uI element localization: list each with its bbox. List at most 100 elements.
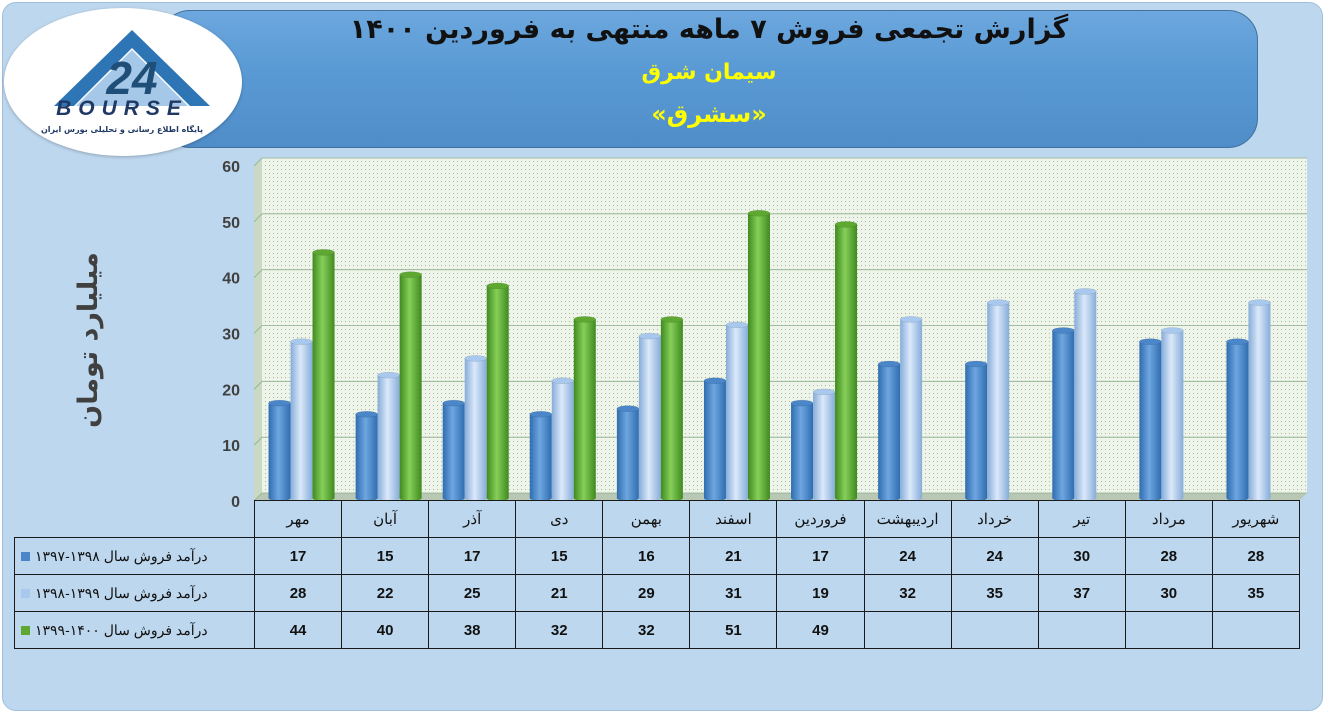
bar-cap [986,299,1010,306]
report-title: گزارش تجمعی فروش ۷ ماهه منتهی به فروردین… [349,14,1069,45]
bar-base [377,495,400,501]
bar-body [442,403,465,498]
bar-cap [464,355,487,362]
table-cell: 17 [253,537,343,575]
table-cell: 16 [602,537,691,575]
table-cell: 28 [1211,537,1300,575]
legend-swatch-series2 [21,588,30,598]
table-cell: 25 [428,574,517,612]
table-cell: 32 [602,611,691,649]
table-corner [15,501,255,538]
logo-tagline: پایگاه اطلاع رسانی و تحلیلی بورس ایران [40,125,204,134]
y-tick-label: 20 [222,382,240,399]
table-cell: 24 [950,537,1039,575]
bars [268,210,1271,501]
bar [790,399,814,501]
y-tick-label: 60 [222,159,240,176]
bar-body [1248,302,1271,498]
table-cell: 21 [689,537,778,575]
bar-base [965,495,988,501]
bar-base [268,495,291,501]
table-cell: 35 [950,574,1039,612]
bar-base [813,495,836,501]
bar-body [813,391,836,498]
bar-cap [1226,338,1249,345]
y-tick-label: 10 [222,438,240,455]
bar [660,316,684,501]
bar-body [987,302,1010,498]
ticker-symbol: «سشرق» [651,100,767,128]
table-row: درآمد فروش سال ۱۳۹۹-۱۳۹۸ 28 22 25 21 29 … [14,574,1300,612]
logo-number: 24 [105,52,157,104]
bar-cap [834,221,858,228]
bar-body [290,341,313,498]
bar [1139,338,1162,501]
data-table: مهر آبان آذر دی بهمن اسفند فروردین اردیب… [14,500,1300,649]
bar [725,321,749,501]
table-cell [950,611,1039,649]
bar-body [660,319,683,498]
bar-cap [1139,338,1162,345]
month-header: مرداد [1124,500,1213,538]
table-cell [863,611,952,649]
legend-swatch-series3 [21,625,30,635]
month-header: اردیبهشت [863,500,952,538]
bar [877,360,901,501]
legend-entry-series3: درآمد فروش سال ۱۴۰۰-۱۳۹۹ [14,611,255,649]
bar [377,371,400,501]
bar [486,282,509,501]
bar [551,377,575,501]
bar-base [638,495,661,501]
series-name: درآمد فروش سال ۱۴۰۰-۱۳۹۹ [35,621,208,638]
bar-cap [747,210,771,217]
table-cell: 28 [1124,537,1213,575]
table-cell [1037,611,1126,649]
bar-cap [812,388,836,396]
bar-body [529,414,552,498]
bar-base [290,495,313,501]
bar-body [703,380,726,498]
table-row: درآمد فروش سال ۱۴۰۰-۱۳۹۹ 44 40 38 32 32 … [14,611,1300,649]
bar-body [312,252,335,498]
bar-base [703,495,726,501]
table-cell: 31 [689,574,778,612]
bar-cap [1074,288,1097,295]
table-cell [1211,611,1300,649]
table-header-row: مهر آبان آذر دی بهمن اسفند فروردین اردیب… [15,500,1300,538]
y-tick-labels: 0 10 20 30 40 50 60 [222,159,240,511]
bar-base [1074,495,1097,501]
bar-cap [377,371,400,379]
grid-line [253,269,1307,278]
grid-line [253,157,1307,167]
table-cell: 38 [428,611,517,649]
bar [268,399,291,501]
logo-wordmark: BOURSE [56,97,188,120]
bar-cap [312,249,335,256]
month-header: آبان [341,500,430,538]
bar-body [965,364,988,498]
bar-body [616,408,639,498]
series-name: درآمد فروش سال ۱۳۹۸-۱۳۹۷ [35,547,208,564]
bar [638,332,662,501]
bar [464,355,487,501]
bar-body [1226,341,1249,498]
table-cell: 40 [341,611,430,649]
table-cell: 24 [863,537,952,575]
bar-base [355,495,378,501]
table-cell: 21 [515,574,604,612]
bar-cap [899,316,923,323]
bar-base [573,495,596,501]
logo-bubble: 24 [4,8,242,156]
bar [747,210,771,501]
month-header: آذر [428,500,517,538]
legend-entry-series2: درآمد فروش سال ۱۳۹۹-۱۳۹۸ [14,574,255,612]
bar-base [1052,495,1075,501]
bar [964,360,988,501]
company-name: سیمان شرق [641,60,777,85]
bar-body [573,319,596,498]
bar-cap [529,411,553,418]
month-header: دی [515,500,604,538]
table-cell: 32 [515,611,604,649]
bar [442,399,465,501]
